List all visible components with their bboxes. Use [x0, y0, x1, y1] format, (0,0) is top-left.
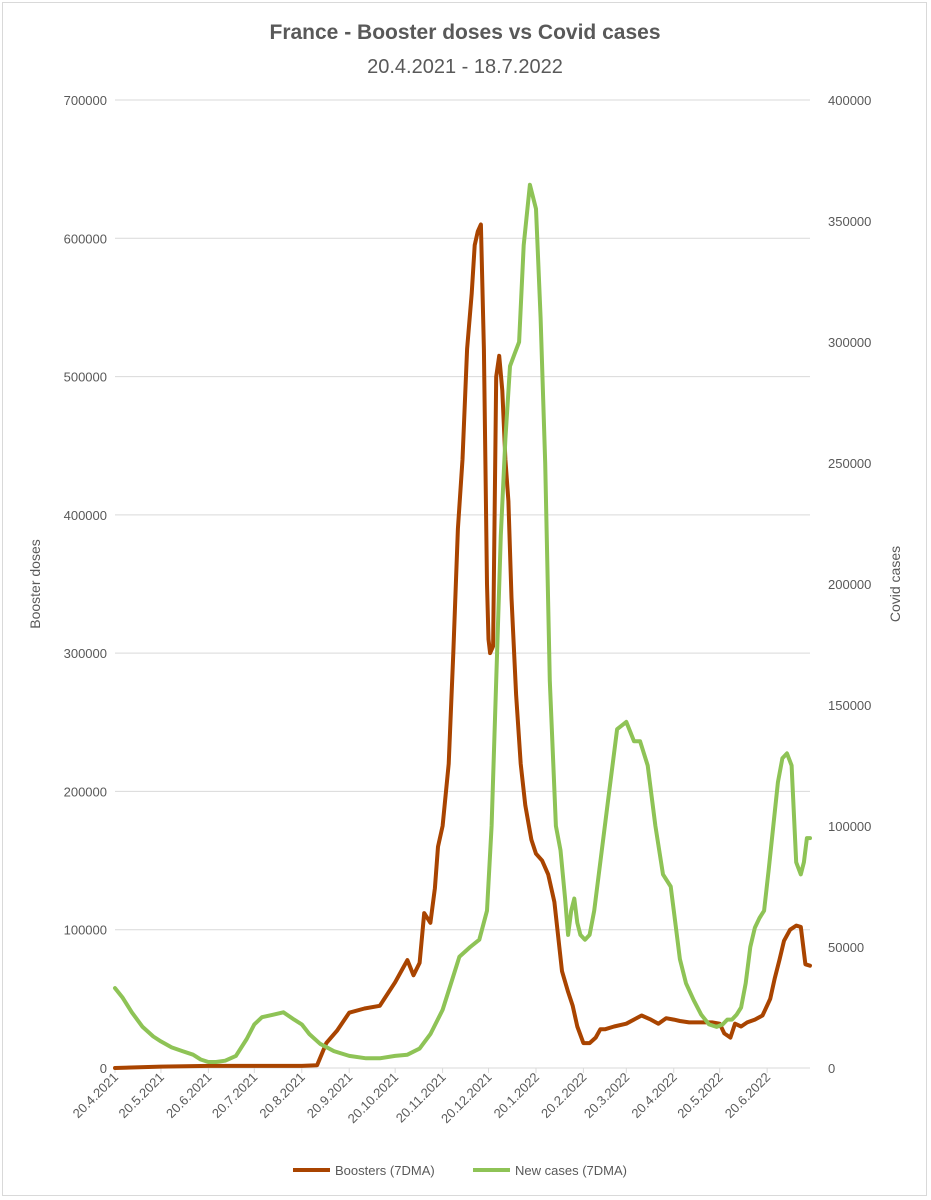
- right-tick-label: 300000: [828, 335, 871, 350]
- right-y-axis-title: Covid cases: [887, 546, 903, 622]
- left-tick-label: 0: [100, 1061, 107, 1076]
- series-lines: [113, 182, 812, 1070]
- right-tick-label: 50000: [828, 940, 864, 955]
- legend-label-new-cases: New cases (7DMA): [515, 1163, 627, 1178]
- x-tick-label: 20.8.2021: [256, 1070, 308, 1122]
- x-tick-label: 20.6.2022: [722, 1070, 774, 1122]
- x-tick-label: 20.1.2022: [491, 1070, 543, 1122]
- x-tick-label: 20.5.2022: [674, 1070, 726, 1122]
- x-tick-label: 20.4.2021: [70, 1070, 122, 1122]
- left-tick-label: 300000: [64, 646, 107, 661]
- right-tick-label: 250000: [828, 456, 871, 471]
- chart-title: France - Booster doses vs Covid cases: [270, 21, 661, 44]
- gridlines: [115, 99, 810, 1069]
- left-y-axis-title: Booster doses: [27, 539, 43, 629]
- right-tick-label: 350000: [828, 214, 871, 229]
- left-tick-label: 500000: [64, 370, 107, 385]
- x-tick-label: 20.5.2021: [116, 1070, 168, 1122]
- right-y-axis-ticks: 0 50000 100000 150000 200000 250000 300000 3500…: [828, 93, 871, 1076]
- left-tick-label: 200000: [64, 784, 107, 799]
- right-tick-label: 150000: [828, 698, 871, 713]
- left-tick-label: 600000: [64, 231, 107, 246]
- legend: Boosters (7DMA) New cases (7DMA): [293, 1163, 627, 1178]
- right-tick-label: 100000: [828, 819, 871, 834]
- series-line-boosters: [113, 222, 812, 1070]
- right-tick-label: 200000: [828, 577, 871, 592]
- x-tick-label: 20.6.2021: [163, 1070, 215, 1122]
- left-tick-label: 400000: [64, 508, 107, 523]
- x-tick-label: 20.3.2022: [581, 1070, 633, 1122]
- chart-subtitle: 20.4.2021 - 18.7.2022: [367, 56, 563, 78]
- left-y-axis-ticks: 0 100000 200000 300000 400000 500000 600000 700…: [64, 93, 107, 1076]
- right-tick-label: 400000: [828, 93, 871, 108]
- left-tick-label: 100000: [64, 923, 107, 938]
- x-tick-label: 20.7.2021: [209, 1070, 261, 1122]
- left-tick-label: 700000: [64, 93, 107, 108]
- x-tick-label: 20.2.2022: [538, 1070, 590, 1122]
- series-line-new-cases: [113, 182, 812, 1064]
- x-tick-label: 20.4.2022: [628, 1070, 680, 1122]
- x-axis-ticks: 20.4.202120.5.202120.6.202120.7.202120.8…: [70, 1068, 774, 1126]
- legend-label-boosters: Boosters (7DMA): [335, 1163, 435, 1178]
- right-tick-label: 0: [828, 1061, 835, 1076]
